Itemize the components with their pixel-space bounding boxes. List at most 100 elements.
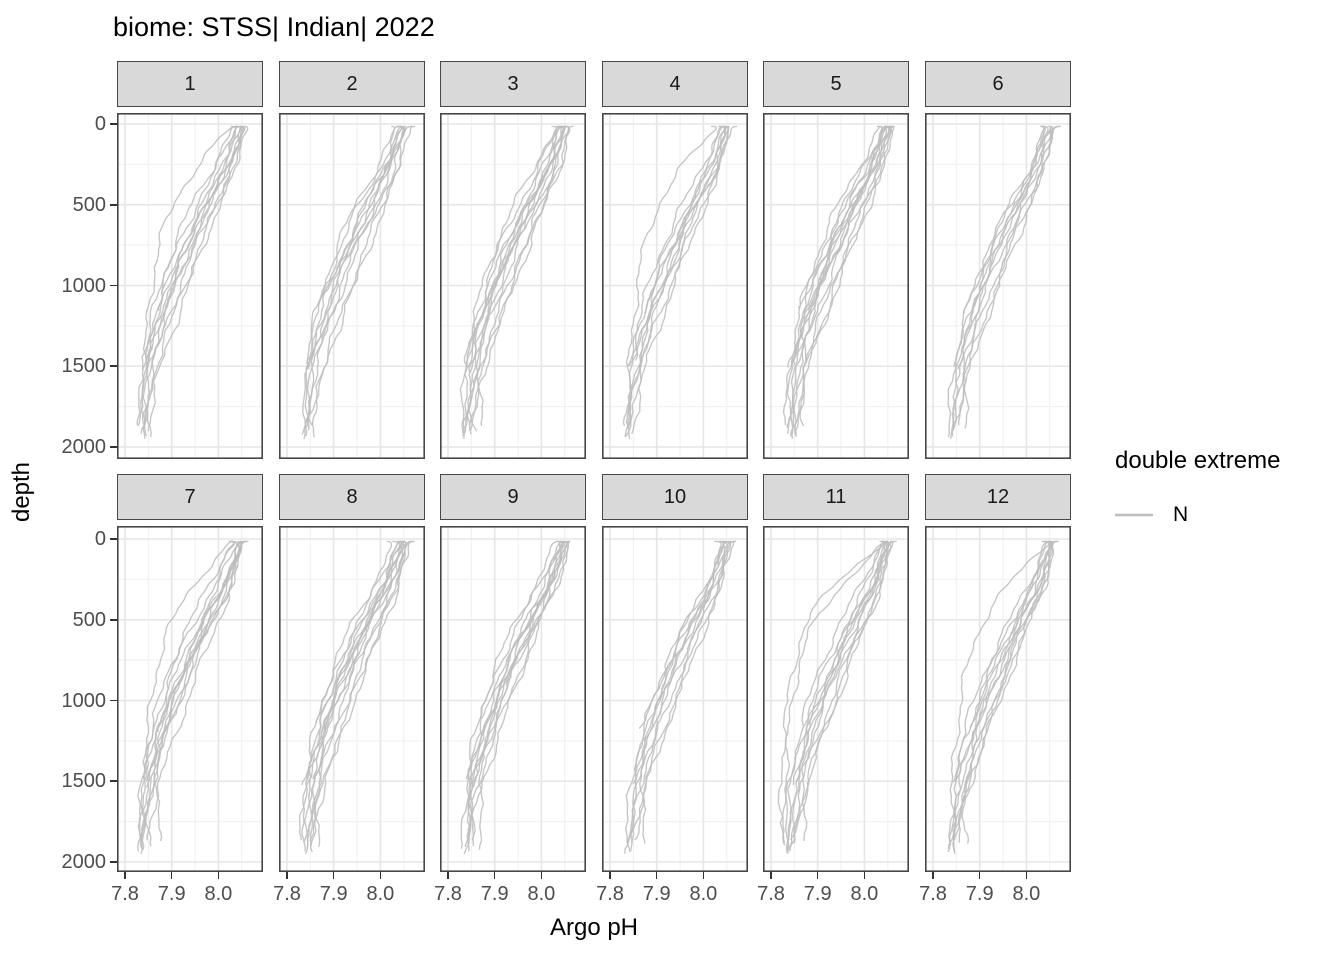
x-tick-label: 8.0 xyxy=(689,883,718,905)
panel-border xyxy=(925,526,1071,872)
y-tick-mark xyxy=(110,538,117,540)
profile-line xyxy=(622,125,722,427)
facet-strip: 9 xyxy=(440,474,586,520)
profile-line xyxy=(314,540,406,848)
profile-line xyxy=(140,125,244,434)
profile-line xyxy=(958,125,1062,426)
profile-line xyxy=(145,540,249,788)
facet-panel xyxy=(602,113,748,459)
panel-border xyxy=(602,526,748,872)
x-tick-label: 7.8 xyxy=(757,883,785,905)
profile-line xyxy=(634,540,735,841)
y-tick-mark xyxy=(110,203,117,206)
x-tick-mark xyxy=(217,872,220,879)
x-tick-mark xyxy=(332,872,335,879)
y-tick-label: 2000 xyxy=(61,436,107,458)
facet-panel xyxy=(117,113,263,459)
profile-line xyxy=(630,540,735,843)
facet-strip-label: 3 xyxy=(507,72,519,95)
y-tick-mark xyxy=(110,699,117,702)
profile-line xyxy=(305,125,404,365)
panel-border xyxy=(279,526,425,872)
x-tick-mark xyxy=(702,872,705,879)
x-tick-mark xyxy=(770,872,772,879)
panel-border xyxy=(763,113,909,459)
x-tick-label: 7.9 xyxy=(642,883,671,905)
legend-label: N xyxy=(1173,503,1189,526)
x-tick-label: 7.9 xyxy=(803,883,832,905)
facet-panel xyxy=(602,526,748,872)
profile-line xyxy=(947,540,1053,853)
profile-line xyxy=(482,125,563,317)
y-axis-title: depth xyxy=(8,461,35,523)
facet-strip-label: 6 xyxy=(992,72,1004,95)
profile-line xyxy=(464,540,571,848)
y-tick-label: 1000 xyxy=(61,689,107,712)
facet-strip-label: 4 xyxy=(669,72,681,95)
y-tick-mark xyxy=(110,446,117,448)
facet-strip: 6 xyxy=(925,61,1071,107)
x-tick-label: 7.8 xyxy=(111,883,139,905)
x-tick-mark xyxy=(816,872,819,879)
profile-line xyxy=(950,540,1053,842)
y-tick-label: 2000 xyxy=(61,851,107,873)
y-tick-label: 1000 xyxy=(61,274,107,297)
profile-line xyxy=(472,540,564,788)
profile-line xyxy=(459,125,562,434)
profile-line xyxy=(323,540,407,732)
facet-strip-label: 8 xyxy=(346,485,358,508)
profile-line xyxy=(471,540,569,841)
profile-line xyxy=(317,125,403,306)
y-tick-label: 0 xyxy=(94,113,106,135)
profile-line xyxy=(963,125,1046,314)
panel-border xyxy=(279,113,425,459)
profile-line xyxy=(315,540,400,724)
facet-panel xyxy=(279,526,425,872)
profile-line xyxy=(310,540,411,847)
facet-panel xyxy=(440,113,586,459)
profile-line xyxy=(953,540,1057,841)
profile-line xyxy=(157,540,246,732)
facet-panel xyxy=(763,526,909,872)
profile-line xyxy=(146,125,243,365)
x-tick-label: 7.8 xyxy=(273,883,301,905)
facet-panel xyxy=(925,113,1071,459)
facet-panel xyxy=(279,113,425,459)
legend-item: N xyxy=(1115,503,1335,527)
plot-title: biome: STSS| Indian| 2022 xyxy=(113,12,435,42)
profile-line xyxy=(311,125,416,426)
profile-line xyxy=(961,540,1051,844)
profile-line xyxy=(805,125,887,318)
x-tick-label: 8.0 xyxy=(527,883,556,905)
profile-line xyxy=(466,125,571,431)
profile-line xyxy=(147,125,249,432)
y-tick-mark xyxy=(110,365,117,368)
facet-strip: 3 xyxy=(440,61,586,107)
profile-line xyxy=(625,540,725,853)
y-tick-mark xyxy=(110,618,117,621)
profile-line xyxy=(948,540,1051,846)
profile-line xyxy=(795,540,888,782)
y-tick-label: 1500 xyxy=(61,770,107,793)
profile-line xyxy=(644,125,730,314)
profile-line xyxy=(787,125,883,368)
profile-line xyxy=(785,540,889,854)
x-tick-label: 8.0 xyxy=(204,883,233,905)
panel-border xyxy=(925,113,1071,459)
x-tick-label: 7.9 xyxy=(157,883,186,905)
panel-border xyxy=(763,526,909,872)
y-tick-mark xyxy=(110,780,117,783)
y-tick-mark xyxy=(110,861,117,863)
profile-line xyxy=(779,540,888,843)
facet-strip: 4 xyxy=(602,61,748,107)
profile-line xyxy=(142,540,236,780)
panel-border xyxy=(440,526,586,872)
profile-line xyxy=(137,125,237,427)
x-tick-mark xyxy=(286,872,288,879)
x-tick-label: 7.8 xyxy=(434,883,462,905)
panel-border xyxy=(117,526,263,872)
x-tick-mark xyxy=(863,872,866,879)
x-axis-title: Argo pH xyxy=(549,914,639,941)
y-tick-label: 500 xyxy=(72,608,106,631)
x-tick-mark xyxy=(932,872,934,879)
